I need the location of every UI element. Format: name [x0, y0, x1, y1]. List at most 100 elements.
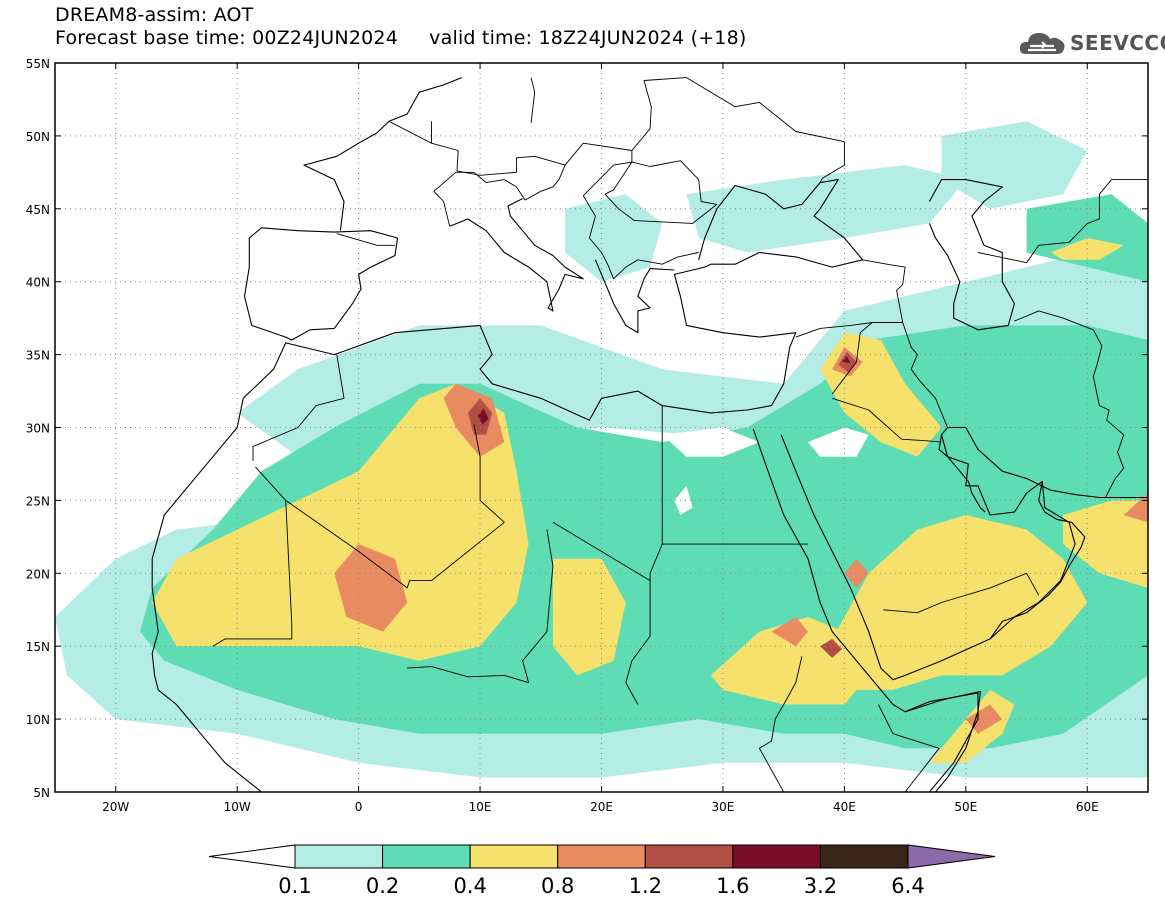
- coast-black-sea: [698, 179, 864, 268]
- border-europe-2: [433, 171, 526, 227]
- border-europe-4: [564, 142, 699, 280]
- coast-west-africa-south: [151, 558, 262, 792]
- colorbar-label: 6.4: [891, 874, 924, 898]
- coast-caspian: [928, 179, 1015, 331]
- border-europe-1: [336, 233, 395, 246]
- border-niger-chad: [522, 529, 554, 683]
- aot-0.1-black-sea: [686, 165, 966, 253]
- aot-0.8-mali: [334, 544, 408, 632]
- border-niger-nigeria: [407, 666, 529, 684]
- aot-0.1-caspian-north: [941, 121, 1088, 209]
- aot-1.2-eritrea: [820, 638, 842, 658]
- border-saudi-iraq: [832, 397, 942, 443]
- lat-tick-label: 5N: [33, 786, 50, 800]
- border-europe-3: [431, 142, 566, 201]
- coast-arabia-oman: [989, 481, 1086, 640]
- colorbar-segment: [732, 844, 821, 869]
- colorbar-label: 0.4: [453, 874, 486, 898]
- colorbar-label: 3.2: [804, 874, 837, 898]
- aot-0.4-sahel-central: [552, 558, 626, 676]
- logo-text: SEEVCCC: [1070, 31, 1165, 55]
- coast-france-uk: [303, 77, 463, 231]
- aot-1.6-algeria: [477, 408, 489, 425]
- border-europe-8: [388, 120, 432, 144]
- aot-0.4-west-sahara: [152, 383, 529, 661]
- aot-0.8-sudan: [771, 617, 808, 647]
- aot-0.4-iran-east: [1063, 500, 1148, 588]
- border-turkey-east: [862, 259, 906, 323]
- coast-red-sea-east: [780, 426, 1148, 681]
- coast-horn: [904, 690, 981, 792]
- lon-tick-label: 40E: [833, 800, 856, 814]
- border-saudi-yemen: [883, 572, 1040, 614]
- colorbar-label: 0.2: [366, 874, 399, 898]
- lat-tick-label: 35N: [26, 349, 50, 363]
- coast-greece: [594, 259, 675, 334]
- aot-fill-layer: [55, 121, 1148, 778]
- colorbar-label: 1.6: [716, 874, 749, 898]
- colorbar-segment: [469, 844, 559, 869]
- lon-tick-label: 0: [355, 800, 363, 814]
- colorbar: 0.1 0.2 0.4 0.8 1.2 1.6 3.2 6.4: [208, 844, 996, 898]
- colorbar-segment: [294, 844, 384, 869]
- lat-tick-label: 50N: [26, 130, 50, 144]
- colorbar-label: 0.1: [278, 874, 311, 898]
- border-chad-sudan: [625, 580, 651, 705]
- axis-ticks: 20W 10W 0 10E 20E 30E 40E 50E 60E 55N 50N 45N 40N 35N…: [26, 57, 1148, 814]
- border-mauritania-mali: [212, 466, 293, 647]
- lon-tick-label: 20E: [590, 800, 613, 814]
- lat-tick-label: 55N: [26, 57, 50, 71]
- coast-red-sea-west: [752, 428, 979, 792]
- border-turkey-syria: [795, 322, 903, 338]
- clear-saudi-north: [808, 427, 869, 457]
- colorbar-label: 0.8: [541, 874, 574, 898]
- lon-tick-label: 20W: [102, 800, 129, 814]
- aot-0.8-iran: [1123, 493, 1148, 523]
- forecast-times: Forecast base time: 00Z24JUN2024 valid t…: [55, 27, 747, 49]
- colorbar-segment: [557, 844, 646, 869]
- chart-title: DREAM8-assim: AOT: [55, 4, 254, 26]
- coast-persian-west: [938, 434, 986, 513]
- lon-tick-label: 10W: [224, 800, 251, 814]
- cloud-logo-icon: [1019, 33, 1065, 54]
- lat-tick-label: 15N: [26, 640, 50, 654]
- border-kazakh: [977, 179, 1148, 264]
- border-europe-6: [631, 77, 845, 183]
- border-syria-iraq: [831, 322, 873, 395]
- coast-west-africa: [151, 263, 797, 559]
- border-europe-7: [530, 77, 536, 123]
- lon-tick-label: 30E: [712, 800, 735, 814]
- coast-iberia: [243, 227, 399, 341]
- lat-tick-label: 10N: [26, 713, 50, 727]
- lat-tick-label: 40N: [26, 276, 50, 290]
- colorbar-lower-extend: [208, 844, 296, 869]
- aot-0.4-sudan: [710, 617, 869, 705]
- border-morocco-algeria: [252, 354, 345, 461]
- colorbar-segment: [819, 844, 909, 869]
- border-iraq-iran: [902, 322, 949, 428]
- border-iran-turkmen: [1014, 310, 1125, 498]
- border-libya-egypt: [552, 405, 663, 582]
- border-mali-algeria: [285, 500, 505, 589]
- aot-0.2-caspian: [1026, 194, 1148, 282]
- colorbar-upper-extend: [907, 844, 996, 869]
- coast-italy: [449, 198, 584, 312]
- lon-tick-label: 50E: [954, 800, 977, 814]
- aot-0.8-arabia: [844, 558, 869, 588]
- lon-tick-label: 60E: [1076, 800, 1099, 814]
- lat-tick-label: 45N: [26, 203, 50, 217]
- coastlines-borders: [151, 77, 1148, 792]
- border-ethiopia-somalia: [877, 704, 940, 792]
- border-algeria-libya: [473, 424, 505, 523]
- lat-tick-label: 25N: [26, 494, 50, 508]
- aot-0.8-somalia: [965, 704, 1003, 734]
- colorbar-segment: [644, 844, 734, 869]
- clear-egypt-coast: [662, 427, 760, 457]
- aot-1.6-iraq: [842, 356, 851, 364]
- border-europe-5: [604, 160, 718, 224]
- colorbar-label: 1.2: [629, 874, 662, 898]
- border-sudan-ethiopia: [758, 656, 803, 792]
- lat-tick-label: 30N: [26, 422, 50, 436]
- lon-tick-label: 10E: [469, 800, 492, 814]
